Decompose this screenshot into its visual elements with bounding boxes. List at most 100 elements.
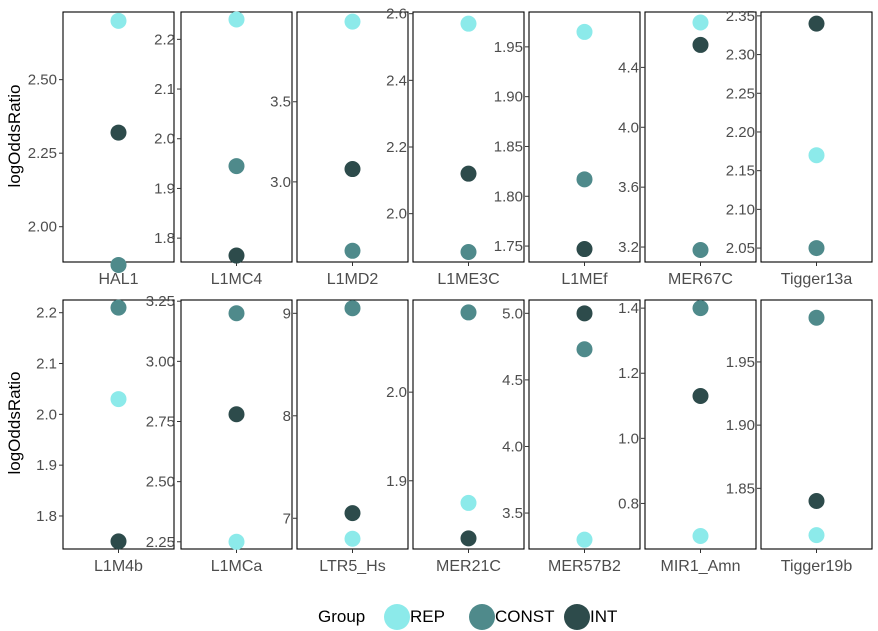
y-tick-label: 3.25	[146, 293, 175, 310]
y-tick-label: 1.8	[36, 508, 57, 525]
y-tick-label: 3.00	[146, 353, 175, 370]
data-point-const	[576, 341, 593, 358]
panel-border	[296, 11, 409, 263]
facet-panel: 2.25 2.50 2.75 3.00 3.25 L1MCa	[146, 293, 293, 575]
panel-border	[62, 299, 175, 550]
data-point-int	[344, 161, 361, 178]
facet-panel: 1.75 1.80 1.85 1.90 1.95 L1MEf	[494, 11, 641, 288]
facet-panel: 7 8 9 LTR5_Hs	[283, 299, 409, 575]
data-point-int	[692, 388, 709, 405]
data-point-int	[808, 15, 825, 32]
facet-panel: 2.05 2.10 2.15 2.20 2.25 2.30 2.35 Tigger13a	[726, 8, 873, 288]
y-tick-label: 2.25	[726, 85, 755, 102]
data-point-const	[692, 242, 709, 259]
data-point-const	[460, 244, 477, 260]
legend-label: CONST	[495, 607, 555, 626]
facet-panel: 1.8 1.9 2.0 2.1 2.2 L1M4b	[36, 299, 175, 575]
data-point-rep	[110, 12, 127, 29]
y-tick-label: 2.0	[36, 406, 57, 423]
panel-border	[760, 299, 873, 550]
y-tick-label: 4.0	[502, 438, 523, 455]
y-axis-label-row-1: logOddsRatio	[5, 84, 24, 187]
y-tick-label: 1.2	[618, 365, 639, 382]
y-tick-label: 4.5	[502, 372, 523, 389]
facet-panel: 3.5 4.0 4.5 5.0 MER57B2	[502, 299, 641, 575]
y-tick-label: 2.6	[386, 6, 407, 23]
facet-label: L1MD2	[327, 271, 379, 288]
data-point-rep	[808, 527, 825, 544]
y-tick-label: 3.5	[502, 505, 523, 522]
y-tick-label: 2.25	[28, 145, 57, 162]
panel-border	[528, 11, 641, 263]
facet-panel: 3.2 3.6 4.0 4.4 MER67C	[618, 11, 757, 288]
y-tick-label: 4.0	[618, 119, 639, 136]
panel-border	[644, 11, 757, 263]
data-point-rep	[576, 23, 593, 40]
facet-grid: 2.002.252.50HAL11.81.92.02.12.2L1MC43.03…	[28, 6, 873, 575]
data-point-int	[808, 492, 825, 509]
facet-label: MER21C	[436, 558, 501, 575]
y-tick-label: 2.10	[726, 201, 755, 218]
data-point-const	[344, 242, 361, 259]
panel-border	[760, 11, 873, 263]
data-point-int	[576, 241, 593, 258]
y-tick-label: 1.90	[726, 417, 755, 434]
facet-panel: 1.9 2.0 MER21C	[386, 299, 525, 575]
data-point-rep	[460, 494, 477, 511]
data-point-const	[344, 300, 361, 317]
y-tick-label: 2.1	[36, 356, 57, 373]
data-point-const	[228, 158, 245, 175]
data-point-rep	[692, 527, 709, 544]
data-point-int	[110, 124, 127, 141]
y-tick-label: 3.5	[270, 94, 291, 111]
facet-label: L1MEf	[561, 271, 608, 288]
data-point-const	[576, 171, 593, 188]
data-point-const	[110, 256, 127, 273]
facet-label: L1ME3C	[437, 271, 499, 288]
y-tick-label: 8	[283, 408, 291, 425]
y-tick-label: 2.4	[386, 72, 407, 89]
y-tick-label: 2.2	[386, 139, 407, 156]
data-point-const	[808, 309, 825, 326]
y-tick-label: 3.0	[270, 174, 291, 191]
data-point-rep	[576, 531, 593, 548]
facet-label: LTR5_Hs	[319, 558, 385, 575]
y-tick-label: 2.0	[386, 384, 407, 401]
legend-label: REP	[410, 607, 445, 626]
y-tick-label: 4.4	[618, 59, 639, 76]
y-tick-label: 3.6	[618, 179, 639, 196]
y-tick-label: 1.9	[386, 473, 407, 490]
legend: Group REP CONST INT	[318, 604, 617, 630]
legend-label: INT	[590, 607, 617, 626]
y-tick-label: 1.85	[726, 480, 755, 497]
data-point-int	[110, 533, 127, 550]
data-point-int	[228, 406, 245, 423]
y-tick-label: 1.4	[618, 300, 639, 317]
y-tick-label: 2.00	[28, 219, 57, 236]
data-point-const	[808, 240, 825, 257]
facet-label: Tigger19b	[781, 558, 853, 575]
y-tick-label: 3.2	[618, 239, 639, 256]
y-tick-label: 1.75	[494, 238, 523, 255]
data-point-int	[692, 36, 709, 53]
y-tick-label: 0.8	[618, 495, 639, 512]
data-point-const	[692, 300, 709, 317]
y-tick-label: 2.0	[386, 206, 407, 223]
panel-border	[180, 11, 293, 263]
y-tick-label: 2.20	[726, 124, 755, 141]
facet-label: L1M4b	[94, 558, 143, 575]
panel-border	[412, 11, 525, 263]
data-point-rep	[344, 13, 361, 30]
facet-panel: 3.0 3.5 L1MD2	[270, 11, 409, 288]
data-point-rep	[228, 533, 245, 550]
y-tick-label: 2.50	[146, 474, 175, 491]
data-point-const	[110, 299, 127, 316]
data-point-int	[576, 305, 593, 322]
y-tick-label: 2.2	[154, 31, 175, 48]
facet-label: L1MC4	[211, 271, 263, 288]
y-tick-label: 2.1	[154, 81, 175, 98]
facet-label: L1MCa	[211, 558, 263, 575]
y-tick-label: 2.35	[726, 8, 755, 25]
y-tick-label: 2.15	[726, 163, 755, 180]
